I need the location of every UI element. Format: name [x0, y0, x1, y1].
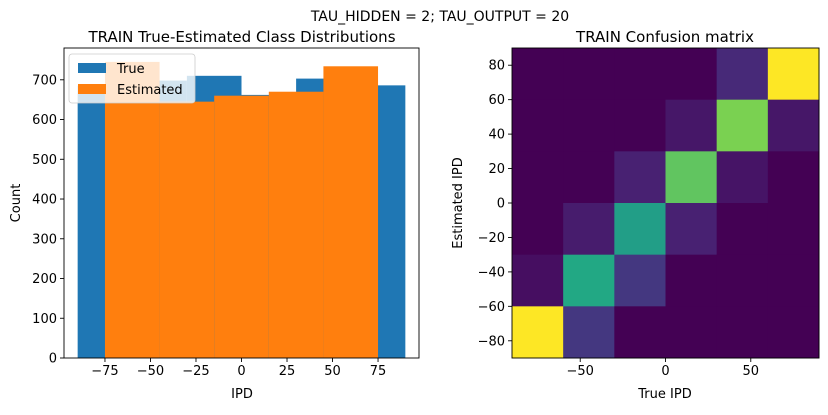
cm-cell-r0-c0 [512, 48, 564, 101]
x-tick-label: 75 [370, 364, 387, 379]
cm-cell-r3-c5 [767, 203, 820, 256]
cm-cell-r3-c0 [512, 203, 564, 256]
x-tick-label: 50 [324, 364, 341, 379]
y-tick-label: 300 [32, 232, 57, 247]
x-tick-label: −25 [182, 364, 209, 379]
bar-estimated-2 [214, 95, 269, 358]
estimated-bars [104, 61, 379, 359]
y-tick-label: 80 [488, 59, 505, 74]
y-tick-label: 500 [32, 153, 57, 168]
y-tick-label: 700 [32, 73, 57, 88]
confusion-matrix-y-ticks: −80 −60 −40 −20 0 20 40 60 80 [478, 59, 512, 349]
histogram-x-ticks: −75 −50 −25 0 25 50 75 [91, 358, 386, 379]
histogram-title: TRAIN True-Estimated Class Distributions [87, 28, 395, 46]
y-tick-label: 20 [488, 162, 505, 177]
x-tick-label: 0 [661, 364, 669, 379]
cm-cell-r4-c4 [716, 254, 769, 307]
cm-cell-r5-c0 [512, 306, 564, 359]
cm-cell-r0-c4 [716, 48, 769, 101]
cm-cell-r3-c3 [665, 203, 718, 256]
histogram-y-ticks: 0 100 200 300 400 500 600 700 [32, 73, 64, 367]
x-tick-label: −50 [137, 364, 164, 379]
bar-estimated-4 [323, 66, 379, 359]
x-tick-label: 25 [279, 364, 296, 379]
cm-cell-r5-c5 [767, 306, 820, 359]
confusion-matrix-x-label: True IPD [637, 387, 691, 402]
cm-cell-r4-c0 [512, 254, 564, 307]
cm-cell-r4-c3 [665, 254, 718, 307]
confusion-matrix-x-ticks: −50 0 50 [567, 358, 760, 379]
y-tick-label: 0 [497, 197, 505, 212]
cm-cell-r1-c1 [563, 99, 615, 152]
cm-cell-r0-c2 [614, 48, 666, 101]
cm-cell-r4-c5 [767, 254, 820, 307]
cm-cell-r3-c2 [614, 203, 666, 256]
cm-cell-r2-c4 [716, 151, 769, 204]
cm-cell-r0-c5 [767, 48, 820, 101]
confusion-matrix-title: TRAIN Confusion matrix [575, 28, 754, 46]
cm-cell-r1-c2 [614, 99, 666, 152]
cm-cell-r0-c1 [563, 48, 615, 101]
cm-cell-r2-c5 [767, 151, 820, 204]
y-tick-label: 60 [488, 93, 505, 108]
cm-cell-r5-c2 [614, 306, 666, 359]
cm-cell-r5-c3 [665, 306, 718, 359]
y-tick-label: 400 [32, 193, 57, 208]
cm-cell-r5-c1 [563, 306, 615, 359]
bar-estimated-0 [104, 61, 160, 359]
legend-label-estimated: Estimated [117, 83, 183, 98]
confusion-matrix-panel: TRAIN Confusion matrix −50 0 50 −80−60−40−… [451, 28, 820, 402]
cm-cell-r2-c1 [563, 151, 615, 204]
cm-cell-r2-c2 [614, 151, 666, 204]
confusion-matrix-cells [512, 48, 820, 359]
figure-suptitle: TAU_HIDDEN = 2; TAU_OUTPUT = 20 [310, 9, 569, 25]
cm-cell-r2-c3 [665, 151, 718, 204]
y-tick-label: −60 [478, 300, 505, 315]
confusion-matrix-y-label: Estimated IPD [451, 157, 466, 249]
y-tick-label: 0 [49, 352, 57, 367]
cm-cell-r3-c1 [563, 203, 615, 256]
cm-cell-r2-c0 [512, 151, 564, 204]
histogram-y-label: Count [9, 184, 24, 223]
cm-cell-r1-c3 [665, 99, 718, 152]
cm-cell-r1-c4 [716, 99, 769, 152]
cm-cell-r4-c2 [614, 254, 666, 307]
cm-cell-r3-c4 [716, 203, 769, 256]
histogram-panel: TRAIN True-Estimated Class Distributions… [9, 28, 420, 402]
y-tick-label: −40 [478, 265, 505, 280]
bar-estimated-3 [268, 91, 324, 358]
y-tick-label: 600 [32, 113, 57, 128]
y-tick-label: −20 [478, 231, 505, 246]
cm-cell-r0-c3 [665, 48, 718, 101]
y-tick-label: −80 [478, 334, 505, 349]
legend-swatch-estimated [78, 84, 106, 94]
legend-swatch-true [78, 63, 106, 73]
y-tick-label: 100 [32, 312, 57, 327]
y-tick-label: 40 [488, 128, 505, 143]
x-tick-label: 50 [743, 364, 760, 379]
bar-estimated-1 [159, 101, 215, 359]
histogram-legend: True Estimated [68, 53, 196, 104]
x-tick-label: 0 [237, 364, 245, 379]
cm-cell-r1-c0 [512, 99, 564, 152]
cm-cell-r1-c5 [767, 99, 820, 152]
histogram-x-label: IPD [231, 387, 253, 402]
y-tick-label: 200 [32, 272, 57, 287]
x-tick-label: −50 [567, 364, 594, 379]
x-tick-label: −75 [91, 364, 118, 379]
legend-label-true: True [116, 62, 145, 77]
cm-cell-r4-c1 [563, 254, 615, 307]
cm-cell-r5-c4 [716, 306, 769, 359]
